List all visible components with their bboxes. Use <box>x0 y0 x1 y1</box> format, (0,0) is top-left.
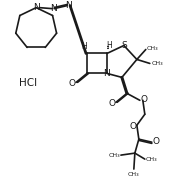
Text: N: N <box>33 3 40 12</box>
Text: CH₃: CH₃ <box>128 172 140 177</box>
Text: N: N <box>104 69 110 78</box>
Text: O: O <box>109 99 115 108</box>
Text: N: N <box>65 1 71 10</box>
Text: HCl: HCl <box>19 78 37 88</box>
Text: H: H <box>81 42 87 51</box>
Text: S: S <box>121 41 127 50</box>
Text: O: O <box>140 95 147 104</box>
Text: O: O <box>129 122 136 131</box>
Text: H: H <box>106 41 112 50</box>
Text: O: O <box>69 79 76 88</box>
Text: O: O <box>152 137 159 146</box>
Text: CH₃: CH₃ <box>109 153 121 158</box>
Text: CH₃: CH₃ <box>147 46 159 51</box>
Text: CH₃: CH₃ <box>152 61 164 66</box>
Text: CH₃: CH₃ <box>146 157 158 162</box>
Text: N: N <box>50 4 57 13</box>
